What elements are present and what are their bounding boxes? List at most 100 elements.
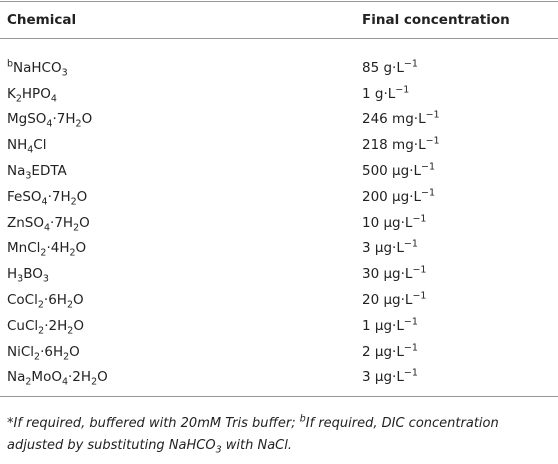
superscript: −1 (425, 135, 440, 147)
text-run: ·4H (46, 240, 70, 257)
text-run: 85 g·L (362, 59, 404, 76)
table-cell: 200 μg·L−1 (355, 184, 558, 210)
superscript: −1 (421, 187, 436, 199)
text-run: O (76, 188, 88, 205)
table-cell: ZnSO4·7H2O (0, 210, 355, 236)
text-run: 1 μg·L (362, 317, 404, 334)
superscript: −1 (412, 213, 427, 225)
text-run: If required, DIC concentration adjusted … (7, 416, 499, 454)
text-run: H (7, 266, 18, 283)
text-run: 20 μg·L (362, 292, 413, 309)
table-cell: 246 mg·L−1 (355, 107, 558, 133)
text-run: O (97, 369, 108, 386)
text-run: 10 μg·L (362, 214, 413, 231)
table-cell: 1 μg·L−1 (355, 313, 558, 339)
subscript: 4 (50, 93, 57, 105)
table-row: ZnSO4·7H2O 10 μg·L−1 (0, 210, 558, 236)
text-run: MnCl (7, 240, 41, 257)
text-run: EDTA (31, 163, 67, 180)
text-run: 2 μg·L (362, 343, 404, 360)
table-row: CuCl2·2H2O 1 μg·L−1 (0, 313, 558, 339)
table-cell: 30 μg·L−1 (355, 261, 558, 287)
table-cell: 20 μg·L−1 (355, 287, 558, 313)
text-run: ·6H (40, 343, 64, 360)
text-run: ·6H (43, 292, 67, 309)
header-cell: Final concentration (355, 1, 558, 39)
table-row: NiCl2·6H2O 2 μg·L−1 (0, 339, 558, 365)
table-cell: 218 mg·L−1 (355, 132, 558, 158)
subscript: 4 (41, 196, 48, 208)
text-run: ·2H (44, 317, 68, 334)
subscript: 4 (27, 144, 34, 156)
text-run: O (75, 240, 87, 257)
table-cell: Na3EDTA (0, 158, 355, 184)
text-run: O (79, 214, 90, 231)
subscript: 3 (42, 273, 49, 285)
subscript: 3 (61, 67, 68, 79)
table-row: Na2MoO4·2H2O 3 μg·L−1 (0, 364, 558, 398)
text-run: ·7H (47, 188, 71, 205)
text-run: BO (23, 266, 43, 283)
text-run: 500 μg·L (362, 163, 422, 180)
text-run: MoO (31, 369, 62, 386)
subscript: 2 (37, 299, 44, 311)
superscript: −1 (403, 342, 418, 354)
text-run: 3 μg·L (362, 369, 404, 386)
table-cell: bNaHCO3 (0, 39, 355, 81)
superscript: −1 (412, 290, 427, 302)
subscript: 2 (69, 248, 76, 260)
text-run: Na (7, 163, 26, 180)
text-run: O (73, 317, 84, 334)
table-row: K2HPO4 1 g·L−1 (0, 81, 558, 107)
subscript: 2 (91, 377, 98, 389)
text-run: Na (7, 369, 26, 386)
superscript: −1 (403, 58, 418, 70)
text-run: O (69, 343, 80, 360)
subscript: 2 (66, 299, 74, 311)
table-row: H3BO3 30 μg·L−1 (0, 261, 558, 287)
text-run: MgSO (7, 111, 47, 128)
text-run: ·7H (52, 111, 76, 128)
superscript: b (7, 58, 14, 70)
table-cell: H3BO3 (0, 261, 355, 287)
text-run: CuCl (7, 317, 39, 334)
subscript: 2 (67, 325, 74, 337)
subscript: 2 (38, 325, 45, 337)
superscript: −1 (421, 161, 436, 173)
table-cell: Na2MoO4·2H2O (0, 364, 355, 398)
text-run: K (7, 85, 16, 102)
text-run: HPO (21, 85, 51, 102)
table-row: Na3EDTA 500 μg·L−1 (0, 158, 558, 184)
table-cell: 1 g·L−1 (355, 81, 558, 107)
text-run: 200 μg·L (362, 188, 422, 205)
subscript: 3 (25, 170, 32, 182)
header-row: Chemical Final concentration (0, 1, 558, 39)
text-run: O (73, 292, 84, 309)
subscript: 2 (15, 93, 22, 105)
text-run: O (81, 111, 93, 128)
table-cell: NH4Cl (0, 132, 355, 158)
data-table: Chemical Final concentration bNaHCO3 85 g… (0, 1, 558, 398)
table-row: FeSO4·7H2O 200 μg·L−1 (0, 184, 558, 210)
table-cell: CuCl2·2H2O (0, 313, 355, 339)
text-run: FeSO (7, 188, 42, 205)
subscript: 2 (40, 248, 47, 260)
text-run: 1 g·L (362, 85, 396, 102)
superscript: −1 (403, 316, 418, 328)
subscript: 4 (61, 377, 69, 389)
subscript: 4 (44, 222, 51, 234)
text-run: NaHCO (13, 59, 62, 76)
superscript: b (299, 414, 306, 426)
text-run: NiCl (7, 343, 35, 360)
table-row: CoCl2·6H2O 20 μg·L−1 (0, 287, 558, 313)
text-run: CoCl (7, 292, 38, 309)
subscript: 3 (215, 444, 222, 456)
subscript: 2 (34, 351, 41, 363)
subscript: 2 (73, 222, 80, 234)
text-run: *If required, buffered with 20mM Tris bu… (7, 416, 300, 432)
table-cell: NiCl2·6H2O (0, 339, 355, 365)
table-row: MgSO4·7H2O 246 mg·L−1 (0, 107, 558, 133)
table-cell: 3 μg·L−1 (355, 364, 558, 398)
